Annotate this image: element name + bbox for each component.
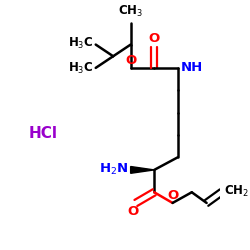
Text: O: O (125, 54, 136, 67)
Polygon shape (131, 166, 154, 173)
Text: HCl: HCl (29, 126, 58, 142)
Text: CH$_2$: CH$_2$ (224, 184, 249, 199)
Text: CH$_3$: CH$_3$ (118, 4, 143, 19)
Text: NH: NH (180, 62, 203, 74)
Text: O: O (128, 205, 139, 218)
Text: H$_3$C: H$_3$C (68, 61, 93, 76)
Text: H$_3$C: H$_3$C (68, 36, 93, 51)
Text: O: O (148, 32, 160, 44)
Text: O: O (168, 189, 179, 202)
Text: H$_2$N: H$_2$N (99, 162, 128, 178)
